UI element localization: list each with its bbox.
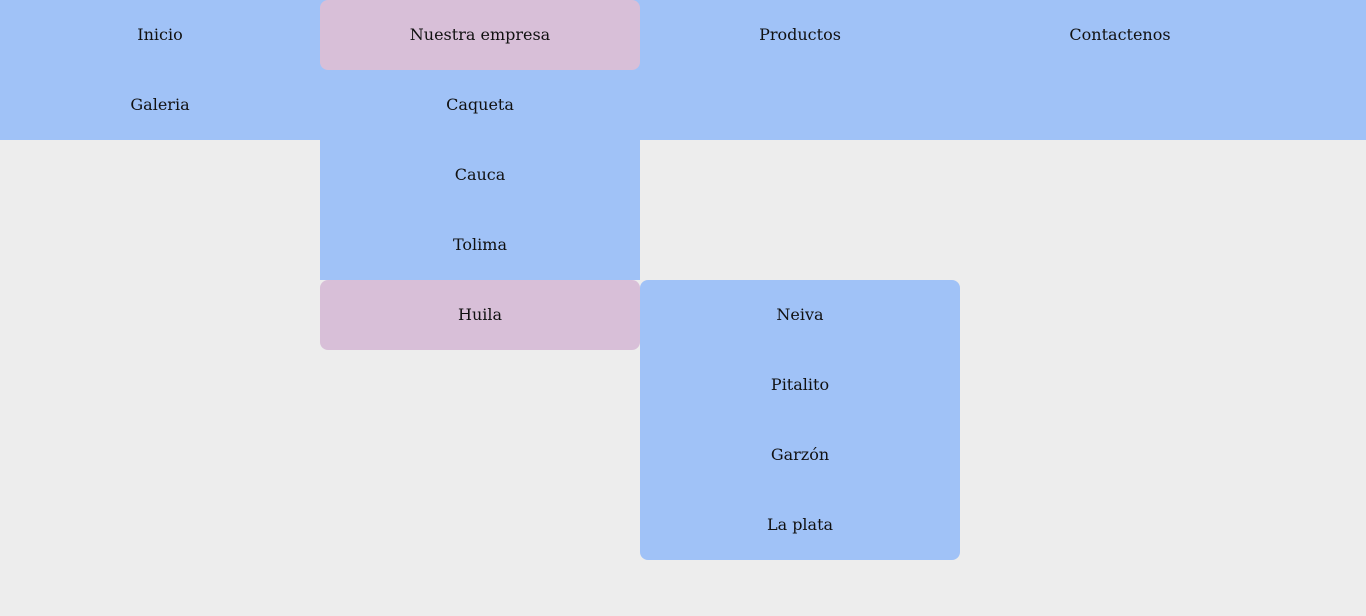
submenu-item-label: Pitalito — [770, 375, 830, 394]
menu-item-productos[interactable]: Productos — [640, 0, 960, 70]
submenu-item-label: La plata — [766, 515, 834, 534]
submenu-item-huila[interactable]: Huila — [320, 280, 640, 350]
submenu-item-garzon[interactable]: Garzón — [640, 420, 960, 490]
menu-item-galeria[interactable]: Galeria — [0, 70, 320, 140]
submenu-item-label: Neiva — [776, 305, 824, 324]
submenu-item-label: Huila — [457, 305, 503, 324]
submenu-item-label: Garzón — [770, 445, 830, 464]
submenu-item-la-plata[interactable]: La plata — [640, 490, 960, 560]
menu-item-label: Nuestra empresa — [409, 25, 551, 44]
submenu-item-caqueta[interactable]: Caqueta — [320, 70, 640, 140]
menu-item-label: Galeria — [130, 95, 190, 114]
submenu-item-label: Cauca — [454, 165, 506, 184]
submenu-item-pitalito[interactable]: Pitalito — [640, 350, 960, 420]
huila-submenu: Neiva Pitalito Garzón La plata — [640, 280, 960, 560]
menu-item-label: Contactenos — [1069, 25, 1171, 44]
menu-item-nuestra-empresa[interactable]: Nuestra empresa — [320, 0, 640, 70]
submenu-item-label: Caqueta — [446, 95, 514, 114]
menu-item-label: Productos — [759, 25, 841, 44]
submenu-item-neiva[interactable]: Neiva — [640, 280, 960, 350]
submenu-item-label: Tolima — [452, 235, 507, 254]
menu-item-contactenos[interactable]: Contactenos — [960, 0, 1280, 70]
submenu-item-cauca[interactable]: Cauca — [320, 140, 640, 210]
menu-item-inicio[interactable]: Inicio — [0, 0, 320, 70]
submenu-item-tolima[interactable]: Tolima — [320, 210, 640, 280]
menu-item-label: Inicio — [137, 25, 183, 44]
